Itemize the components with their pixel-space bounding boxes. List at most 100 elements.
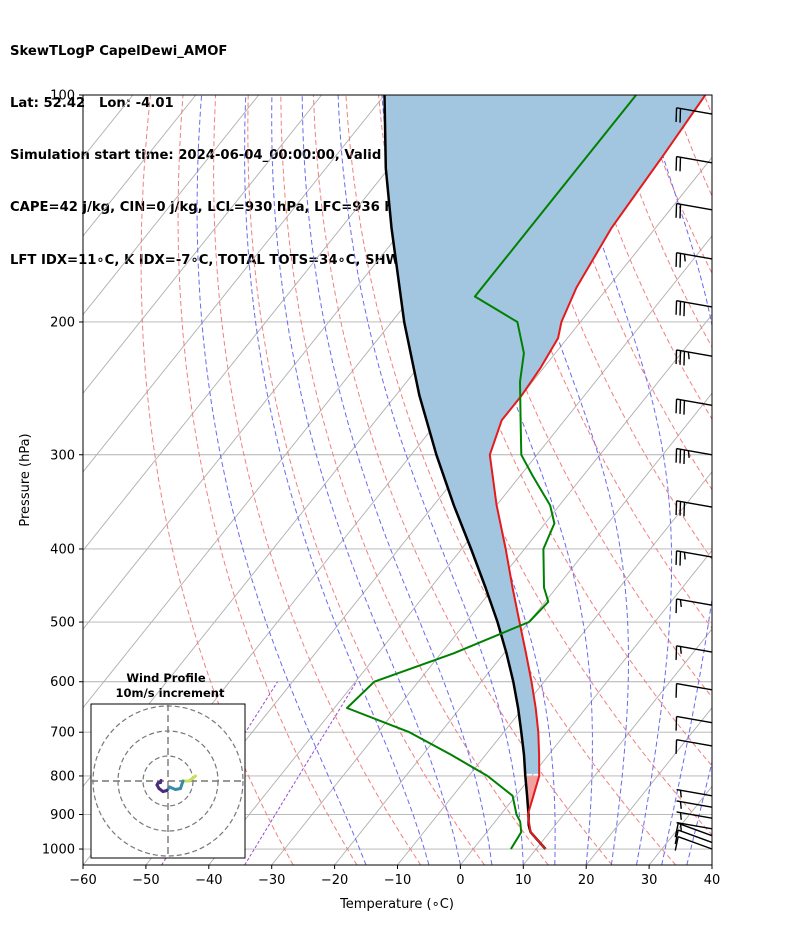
wind-barb-shaft — [676, 447, 713, 456]
hodograph-title: Wind Profile — [126, 671, 206, 685]
moist-adiabat — [686, 760, 712, 865]
isotherm — [83, 95, 322, 394]
chart-title: SkewTLogP CapelDewi_AMOF — [10, 43, 228, 59]
y-tick-label: 500 — [50, 616, 75, 631]
x-tick-label: 20 — [578, 873, 595, 888]
dry-adiabat — [573, 95, 712, 421]
temperature-profile-line — [488, 95, 707, 850]
wind-barb-shaft — [676, 598, 713, 606]
dry-adiabat — [140, 95, 294, 865]
isotherm — [83, 95, 448, 552]
wind-barb-shaft — [676, 349, 713, 357]
wind-barb-feather — [679, 790, 682, 798]
wind-barb-shaft — [677, 836, 713, 850]
y-tick-label: 200 — [50, 315, 75, 330]
x-tick-label: −10 — [384, 873, 411, 888]
dry-adiabat — [410, 95, 712, 767]
hodograph-segment — [159, 779, 163, 784]
wind-barb-shaft — [676, 715, 713, 724]
moist-adiabat — [196, 95, 367, 865]
wind-barb-shaft — [676, 739, 713, 747]
moist-adiabat — [490, 95, 629, 865]
isotherm — [0, 95, 70, 865]
isotherm — [83, 95, 260, 316]
x-axis-label: Temperature (∘C) — [339, 897, 454, 912]
y-tick-label: 700 — [50, 726, 75, 741]
mixing-ratio-line — [244, 681, 357, 865]
wind-barbs — [674, 107, 713, 851]
wind-barb-feather — [683, 254, 686, 262]
dry-adiabat — [247, 95, 485, 865]
moist-adiabat — [337, 95, 524, 865]
dry-adiabat — [638, 95, 712, 275]
moist-adiabat — [244, 95, 430, 865]
wind-barb-shaft — [676, 682, 713, 691]
dry-adiabat — [475, 95, 712, 630]
dry-adiabat — [312, 95, 613, 865]
station-location: Lat: 52.42 Lon: -4.01 — [10, 96, 174, 112]
y-axis-label: Pressure (hPa) — [18, 433, 33, 526]
y-tick-label: 800 — [50, 769, 75, 784]
wind-barb-shaft — [676, 645, 713, 653]
isotherm — [83, 95, 385, 473]
moist-adiabat — [643, 95, 712, 865]
wind-barb-feather — [679, 599, 682, 607]
y-tick-label: 900 — [50, 808, 75, 823]
parcel-profile-line — [383, 95, 547, 850]
isotherm — [83, 95, 197, 237]
isotherm — [271, 313, 712, 865]
axes: −60 −50 −40 −30 −20 −10 0 10 20 30 40 100 200 300 400 5… — [42, 89, 720, 889]
cin-area — [525, 776, 540, 826]
isotherm — [460, 549, 712, 865]
wind-barb-shaft — [676, 811, 713, 819]
dry-adiabat — [540, 95, 712, 491]
sounding-profiles — [346, 95, 707, 850]
wind-barb-shaft — [676, 107, 713, 115]
x-tick-label: −50 — [132, 873, 159, 888]
wind-barb-shaft — [676, 800, 713, 808]
wind-barb-shaft — [676, 398, 713, 407]
dry-adiabat — [606, 95, 712, 349]
wind-barb-feather — [687, 450, 690, 458]
x-tick-label: −20 — [321, 873, 348, 888]
dry-adiabat — [770, 95, 794, 865]
dewpoint-profile-line — [346, 95, 637, 850]
wind-barb-shaft — [676, 788, 713, 797]
wind-barb-shaft — [676, 155, 713, 164]
y-tick-label: 100 — [50, 89, 75, 104]
cape-cin-shading — [384, 95, 706, 826]
wind-barb-feather — [683, 552, 686, 560]
dry-adiabat — [177, 95, 358, 865]
cape-area — [384, 95, 706, 774]
wind-barb-shaft — [677, 822, 713, 837]
wind-barb-feather — [679, 646, 682, 654]
moist-adiabat — [301, 95, 493, 865]
mixing-ratio-line — [161, 681, 279, 865]
wind-barb-feather — [674, 823, 679, 838]
wind-barb-shaft — [676, 821, 713, 830]
dry-adiabat — [280, 95, 549, 865]
y-tick-label: 600 — [50, 675, 75, 690]
dry-adiabat — [213, 95, 422, 865]
dry-adiabat — [703, 95, 712, 117]
y-tick-label: 300 — [50, 448, 75, 463]
isotherm — [585, 707, 712, 865]
hodograph-subtitle: 10m/s increment — [116, 686, 225, 700]
x-tick-label: 40 — [704, 873, 721, 888]
x-tick-label: 30 — [641, 873, 658, 888]
y-tick-label: 1000 — [42, 843, 75, 858]
hodograph-inset: Wind Profile 10m/s increment — [90, 671, 246, 859]
wind-barb-feather — [679, 801, 682, 809]
wind-barb-feather — [679, 823, 682, 831]
wind-barb-shaft — [676, 252, 713, 260]
wind-barb-shaft — [677, 829, 713, 844]
x-tick-label: −60 — [69, 873, 96, 888]
x-tick-label: 10 — [515, 873, 532, 888]
wind-barb-shaft — [676, 202, 713, 211]
wind-barb-shaft — [676, 500, 713, 508]
x-tick-label: −30 — [258, 873, 285, 888]
dry-adiabat — [443, 95, 712, 698]
wind-barb-feather — [674, 829, 679, 845]
moist-adiabat — [271, 95, 461, 865]
